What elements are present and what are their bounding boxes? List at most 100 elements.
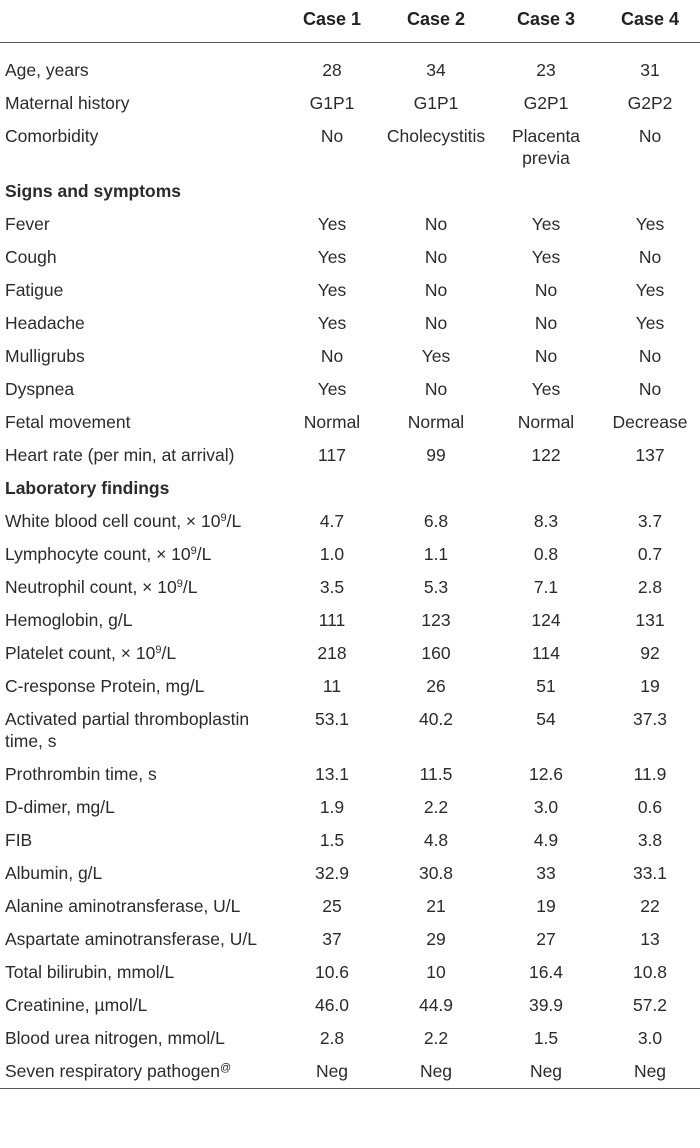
- cell-case-1: Yes: [317, 246, 347, 267]
- cell-case-4: G2P2: [627, 92, 673, 113]
- row-label-text: C-response Protein, mg/L: [5, 675, 205, 696]
- cell-case-3: 8.3: [533, 510, 559, 531]
- cell-case-1: 117: [318, 444, 346, 465]
- row-label-neutrophil-count-10: Neutrophil count, × 109/L: [0, 571, 284, 604]
- cell-case-3: 114: [532, 642, 560, 663]
- table-row: Alanine aminotransferase, U/L 25 21 19 22: [0, 890, 700, 923]
- table-row: Total bilirubin, mmol/L 10.6 10 16.4 10.8: [0, 956, 700, 989]
- table-row: Creatinine, µmol/L 46.0 44.9 39.9 57.2: [0, 989, 700, 1022]
- cell-case-1: 218: [317, 642, 347, 663]
- cell-case-3: 124: [531, 609, 561, 630]
- header-case-4: Case 4: [600, 0, 700, 43]
- cell-case-2: 21: [426, 895, 446, 916]
- cell-case-2: 6.8: [423, 510, 449, 531]
- cell-case-1: 1.0: [319, 543, 345, 564]
- table-row: Prothrombin time, s 13.1 11.5 12.6 11.9: [0, 758, 700, 791]
- cell-case-2: No: [424, 213, 448, 234]
- cell-case-2: 26: [426, 675, 446, 696]
- cell-case-2: Neg: [380, 1054, 492, 1089]
- cell-case-2: Yes: [421, 345, 451, 366]
- row-label-text: Fatigue: [5, 279, 64, 300]
- table-row: Headache Yes No No Yes: [0, 307, 700, 340]
- table-row: Activated partial thromboplastin time, s…: [0, 703, 700, 758]
- cell-case-3: Neg: [492, 1054, 600, 1089]
- cell-case-3: 23: [536, 59, 556, 80]
- cell-case-2: 34: [426, 59, 446, 80]
- row-label-fever: Fever: [0, 208, 284, 241]
- cell-case-1: 3.5: [319, 576, 345, 597]
- table-row: FIB 1.5 4.8 4.9 3.8: [0, 824, 700, 857]
- cell-case-3: No: [534, 279, 558, 300]
- cell-case-3: No: [534, 312, 558, 333]
- cell-case-3: 39.9: [528, 994, 564, 1015]
- row-label-text: Aspartate aminotransferase, U/L: [5, 928, 257, 949]
- cell-case-1: 2.8: [319, 1027, 345, 1048]
- row-label-text: FIB: [5, 829, 33, 850]
- cell-case-2: 30.8: [418, 862, 454, 883]
- cell-case-4: 2.8: [637, 576, 663, 597]
- row-label-mulligrubs: Mulligrubs: [0, 340, 284, 373]
- row-label-fatigue: Fatigue: [0, 274, 284, 307]
- cell-case-2: 1.1: [423, 543, 449, 564]
- cell-case-2: 2.2: [423, 796, 449, 817]
- row-label-text: Prothrombin time, s: [5, 763, 157, 784]
- cell-case-4: 13: [640, 928, 660, 949]
- table-row: Platelet count, × 109/L 218 160 114 92: [0, 637, 700, 670]
- table-row: Mulligrubs No Yes No No: [0, 340, 700, 373]
- row-label-suffix: /L: [182, 576, 198, 597]
- cell-case-2: 4.8: [423, 829, 449, 850]
- cell-case-4: Yes: [635, 312, 665, 333]
- cell-case-2: 99: [426, 444, 446, 465]
- table-row: Fatigue Yes No No Yes: [0, 274, 700, 307]
- header-case-2: Case 2: [380, 0, 492, 43]
- table-row: Comorbidity No Cholecystitis Placenta previ…: [0, 120, 700, 175]
- cell-case-1: 13.1: [314, 763, 350, 784]
- row-label-text: Activated partial thromboplastin time, s: [5, 708, 250, 751]
- cell-case-3: 122: [531, 444, 561, 465]
- section-row: Laboratory findings: [0, 472, 700, 505]
- cell-case-4: 131: [635, 609, 665, 630]
- cell-case-3: Yes: [531, 378, 561, 399]
- cell-case-1: G1P1: [309, 92, 355, 113]
- cell-case-3: 4.9: [533, 829, 559, 850]
- cell-case-2: No: [424, 378, 448, 399]
- cell-case-1: 111: [318, 609, 346, 630]
- cell-case-3: Yes: [531, 246, 561, 267]
- cell-case-2: G1P1: [413, 92, 459, 113]
- row-label-age-years: Age, years: [0, 59, 284, 87]
- cell-case-4: 10.8: [632, 961, 668, 982]
- cell-case-3: 1.5: [533, 1027, 559, 1048]
- row-label-comorbidity: Comorbidity: [0, 120, 284, 175]
- cell-case-4: 3.7: [637, 510, 663, 531]
- cell-case-1: No: [320, 125, 344, 146]
- cell-case-4: 92: [640, 642, 660, 663]
- cell-case-2: 5.3: [423, 576, 449, 597]
- row-label-d-dimer-mg-l: D-dimer, mg/L: [0, 791, 284, 824]
- row-label-text: Neutrophil count, × 10: [5, 576, 177, 597]
- cell-case-3: 51: [536, 675, 556, 696]
- cell-case-3: 19: [536, 895, 556, 916]
- row-label-text: Fever: [5, 213, 50, 234]
- cell-case-1: 11: [322, 675, 342, 696]
- cell-case-2: 2.2: [423, 1027, 449, 1048]
- row-label-fetal-movement: Fetal movement: [0, 406, 284, 439]
- header-case-1: Case 1: [284, 0, 380, 43]
- table-row: Fetal movement Normal Normal Normal Decrease: [0, 406, 700, 439]
- row-label-dyspnea: Dyspnea: [0, 373, 284, 406]
- row-label-text: Total bilirubin, mmol/L: [5, 961, 175, 982]
- header-case-3: Case 3: [492, 0, 600, 43]
- cell-case-1: 25: [322, 895, 342, 916]
- section-row: Signs and symptoms: [0, 175, 700, 208]
- row-label-text: Alanine aminotransferase, U/L: [5, 895, 241, 916]
- cell-case-4: Decrease: [612, 411, 688, 432]
- cell-case-2: Normal: [407, 411, 465, 432]
- table-row: Heart rate (per min, at arrival) 117 99 122…: [0, 439, 700, 472]
- cell-case-4: No: [638, 345, 662, 366]
- table-row: D-dimer, mg/L 1.9 2.2 3.0 0.6: [0, 791, 700, 824]
- section-heading-lab: Laboratory findings: [5, 477, 170, 498]
- row-label-superscript: @: [220, 1061, 232, 1074]
- header-spacer: [0, 42, 700, 59]
- cell-case-2: 11.5: [419, 763, 453, 784]
- cell-case-4: No: [638, 378, 662, 399]
- table-row: Seven respiratory pathogen@ Neg Neg Neg Neg: [0, 1054, 700, 1089]
